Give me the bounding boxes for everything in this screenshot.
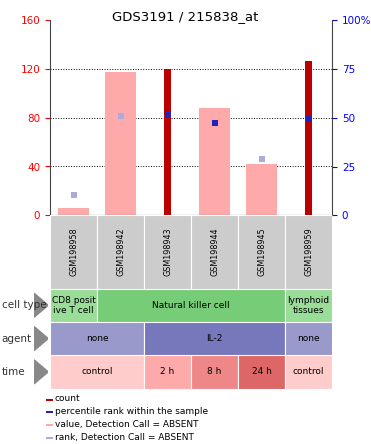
Polygon shape (34, 327, 48, 351)
Text: GSM198944: GSM198944 (210, 228, 219, 276)
Bar (199, 108, 230, 215)
Text: 2 h: 2 h (160, 367, 175, 377)
Text: GSM198959: GSM198959 (304, 228, 313, 276)
Polygon shape (34, 293, 48, 317)
Bar (191, 355, 238, 388)
Text: time: time (2, 367, 26, 377)
Bar (50, 215, 97, 289)
Text: control: control (81, 367, 113, 377)
Bar (285, 215, 332, 289)
Bar (97, 215, 144, 289)
Bar (238, 355, 285, 388)
Text: lymphoid
tissues: lymphoid tissues (288, 296, 329, 315)
Bar (144, 355, 191, 388)
Bar (50, 322, 144, 355)
Text: CD8 posit
ive T cell: CD8 posit ive T cell (52, 296, 95, 315)
Text: 24 h: 24 h (252, 367, 272, 377)
Text: percentile rank within the sample: percentile rank within the sample (55, 407, 208, 416)
Bar (164, 69, 171, 215)
Bar (246, 164, 277, 215)
Text: agent: agent (2, 333, 32, 344)
Bar (191, 215, 238, 289)
Text: GSM198958: GSM198958 (69, 228, 78, 276)
Text: Natural killer cell: Natural killer cell (152, 301, 230, 310)
Text: GSM198945: GSM198945 (257, 228, 266, 276)
Polygon shape (34, 360, 48, 384)
Bar (105, 72, 136, 215)
Bar (285, 322, 332, 355)
Bar (50, 289, 97, 322)
Bar (144, 215, 191, 289)
Text: rank, Detection Call = ABSENT: rank, Detection Call = ABSENT (55, 432, 194, 442)
Text: value, Detection Call = ABSENT: value, Detection Call = ABSENT (55, 420, 198, 429)
Bar (305, 62, 312, 215)
Text: 8 h: 8 h (207, 367, 222, 377)
Bar (97, 289, 285, 322)
Bar (58, 208, 89, 215)
Text: IL-2: IL-2 (206, 334, 223, 343)
Text: GDS3191 / 215838_at: GDS3191 / 215838_at (112, 10, 259, 23)
Text: count: count (55, 394, 81, 403)
Text: none: none (86, 334, 108, 343)
Bar (46, 437, 53, 439)
Text: cell type: cell type (2, 300, 46, 310)
Text: GSM198943: GSM198943 (163, 228, 172, 276)
Bar (285, 289, 332, 322)
Bar (285, 355, 332, 388)
Text: none: none (297, 334, 320, 343)
Bar (50, 355, 144, 388)
Bar (144, 322, 285, 355)
Text: GSM198942: GSM198942 (116, 228, 125, 276)
Text: control: control (293, 367, 324, 377)
Bar (238, 215, 285, 289)
Bar (46, 399, 53, 400)
Bar (46, 424, 53, 426)
Bar (46, 412, 53, 413)
